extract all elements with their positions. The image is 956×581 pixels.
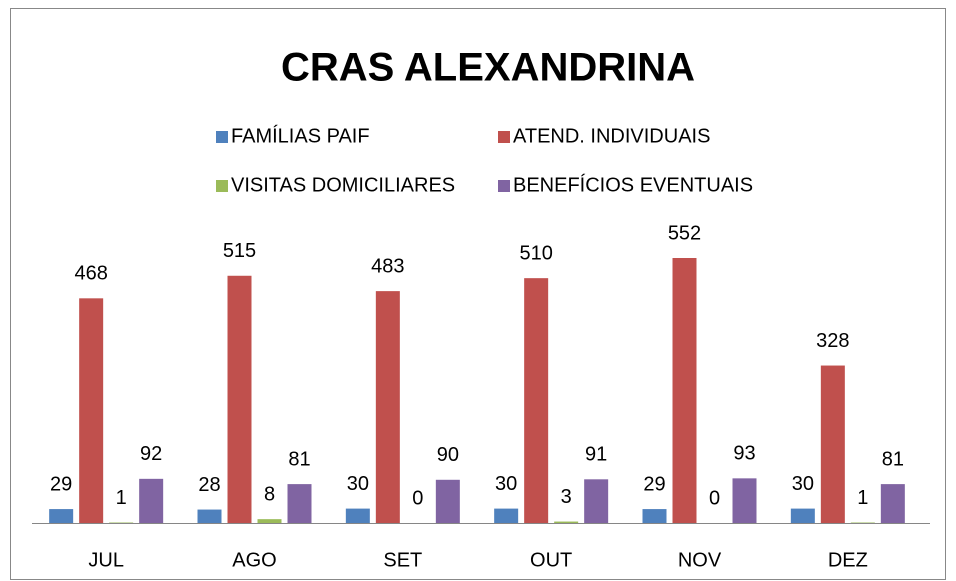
legend-label: VISITAS DOMICILIARES <box>231 174 455 196</box>
data-label: 0 <box>412 487 423 509</box>
data-label: 29 <box>643 473 665 495</box>
bar <box>880 484 905 523</box>
bar <box>79 298 104 523</box>
chart-border <box>10 8 946 580</box>
data-label: 552 <box>668 222 701 244</box>
data-label: 28 <box>198 474 220 496</box>
data-label: 0 <box>709 487 720 509</box>
bar <box>494 508 519 523</box>
data-label: 81 <box>288 448 310 470</box>
bar <box>820 365 845 523</box>
data-label: 515 <box>223 240 256 262</box>
data-label: 30 <box>495 473 517 495</box>
legend-swatch <box>498 180 510 192</box>
x-tick-label: DEZ <box>828 549 868 571</box>
data-label: 30 <box>347 473 369 495</box>
legend-label: ATEND. INDIVIDUAIS <box>513 125 710 147</box>
bar <box>287 484 312 523</box>
legend-swatch <box>216 180 228 192</box>
bar <box>732 478 757 523</box>
data-label: 8 <box>264 483 275 505</box>
bar <box>672 258 697 523</box>
x-tick-label: AGO <box>232 549 276 571</box>
data-label: 483 <box>371 255 404 277</box>
legend-label: BENEFÍCIOS EVENTUAIS <box>513 173 753 196</box>
bar <box>139 478 164 523</box>
chart-title: CRAS ALEXANDRINA <box>281 46 695 90</box>
bar <box>554 521 579 523</box>
data-label: 328 <box>816 330 849 352</box>
bar <box>227 275 252 523</box>
bar <box>435 479 460 523</box>
data-label: 81 <box>882 448 904 470</box>
data-label: 30 <box>792 473 814 495</box>
bar <box>524 278 549 523</box>
x-tick-label: OUT <box>530 549 572 571</box>
bar <box>790 508 815 523</box>
bar <box>345 508 370 523</box>
bar <box>584 479 609 523</box>
data-label: 92 <box>140 443 162 465</box>
data-label: 29 <box>50 473 72 495</box>
data-label: 468 <box>74 263 107 285</box>
bar <box>642 509 667 523</box>
data-label: 510 <box>519 242 552 264</box>
x-tick-label: SET <box>383 549 422 571</box>
bar <box>49 509 74 523</box>
legend-swatch <box>498 131 510 143</box>
legend-swatch <box>216 131 228 143</box>
bar <box>257 519 282 523</box>
bar <box>375 291 400 523</box>
data-label: 93 <box>733 443 755 465</box>
data-label: 3 <box>561 486 572 508</box>
data-label: 90 <box>437 444 459 466</box>
data-label: 1 <box>116 487 127 509</box>
x-tick-label: JUL <box>88 549 124 571</box>
x-tick-label: NOV <box>678 549 722 571</box>
data-label: 91 <box>585 444 607 466</box>
bar <box>197 509 222 523</box>
legend-label: FAMÍLIAS PAIF <box>231 124 370 147</box>
data-label: 1 <box>857 487 868 509</box>
